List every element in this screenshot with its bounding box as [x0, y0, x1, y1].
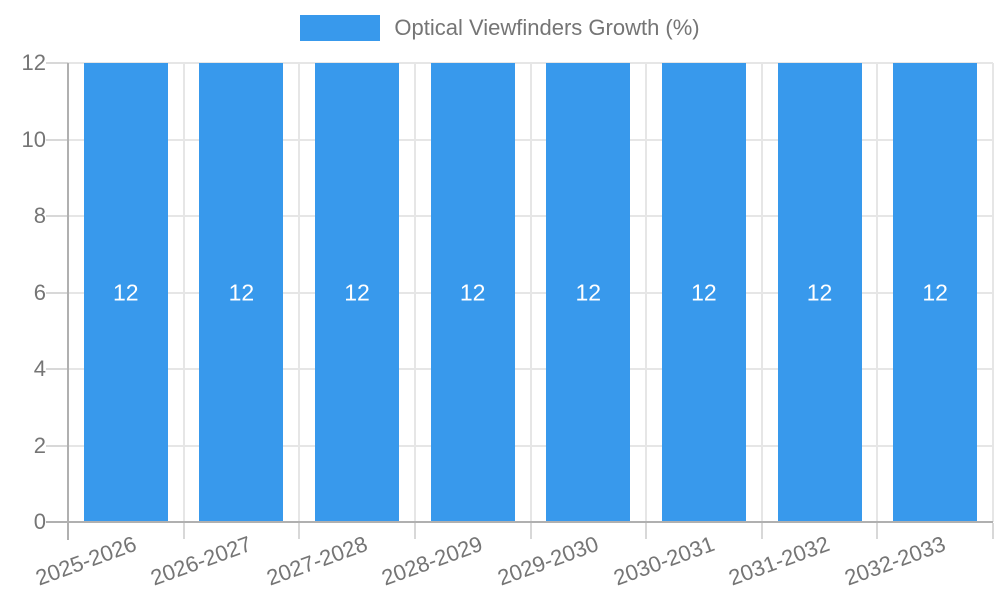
y-axis-tick-mark [46, 138, 68, 141]
x-axis-tick-label: 2032-2033 [841, 531, 949, 591]
x-axis-tick-mark [645, 523, 648, 539]
x-axis-tick-label: 2025-2026 [31, 531, 140, 591]
legend-item[interactable]: Optical Viewfinders Growth (%) [300, 15, 700, 41]
x-axis-tick-label: 2027-2028 [263, 531, 371, 591]
legend: Optical Viewfinders Growth (%) [0, 15, 1000, 41]
y-axis-tick-mark [46, 444, 68, 447]
x-axis-tick-label: 2031-2032 [725, 531, 834, 591]
bar-value-label: 12 [691, 279, 717, 305]
x-axis-tick-label: 2026-2027 [147, 531, 255, 591]
y-axis-tick-label: 6 [33, 279, 46, 305]
bar[interactable]: 12 [661, 63, 746, 522]
gridline-vertical [529, 63, 532, 522]
x-axis-tick-mark [529, 523, 532, 539]
bar-value-label: 12 [575, 279, 602, 305]
y-axis-tick-mark [46, 291, 68, 294]
x-axis-tick-label: 2029-2030 [494, 531, 602, 591]
bar-value-label: 12 [113, 279, 139, 305]
y-axis-tick-mark [46, 368, 68, 370]
bar-value-label: 12 [459, 279, 486, 305]
y-axis-tick-label: 8 [33, 203, 46, 228]
bar-value-label: 12 [344, 279, 370, 305]
bar[interactable]: 12 [83, 63, 168, 522]
x-axis-tick-mark [182, 523, 185, 539]
x-axis-tick-mark [298, 523, 301, 539]
bar[interactable]: 12 [199, 63, 284, 522]
y-axis-line [67, 63, 69, 540]
y-axis-tick-mark [46, 215, 68, 217]
gridline-vertical [182, 63, 185, 522]
bar[interactable]: 12 [430, 63, 515, 522]
y-axis-tick-label: 10 [21, 126, 46, 152]
bar[interactable]: 12 [546, 63, 631, 522]
bar-value-label: 12 [922, 279, 948, 305]
y-axis-tick-label: 0 [33, 509, 46, 534]
y-axis-tick-mark [46, 62, 68, 64]
y-axis-tick-label: 2 [33, 432, 46, 458]
x-axis-tick-mark [876, 523, 879, 539]
legend-label: Optical Viewfinders Growth (%) [394, 15, 700, 40]
y-axis-tick-label: 4 [33, 356, 46, 381]
bar[interactable]: 12 [777, 63, 862, 522]
gridline-vertical [645, 63, 648, 522]
x-axis-line [46, 521, 993, 523]
gridline-vertical [413, 63, 416, 522]
legend-swatch [300, 15, 381, 41]
x-axis-tick-label: 2028-2029 [378, 531, 487, 591]
bar[interactable]: 12 [893, 63, 978, 522]
gridline-vertical [992, 63, 994, 522]
bar-value-label: 12 [228, 279, 255, 305]
gridline-vertical [876, 63, 879, 522]
x-axis-tick-mark [413, 523, 416, 539]
bar-value-label: 12 [806, 279, 833, 305]
x-axis-tick-mark [760, 523, 763, 539]
gridline-vertical [760, 63, 763, 522]
gridline-vertical [298, 63, 301, 522]
y-axis-tick-label: 12 [21, 50, 46, 75]
x-axis-tick-mark [992, 523, 994, 539]
x-axis-tick-label: 2030-2031 [610, 531, 718, 591]
bar[interactable]: 12 [315, 63, 400, 522]
